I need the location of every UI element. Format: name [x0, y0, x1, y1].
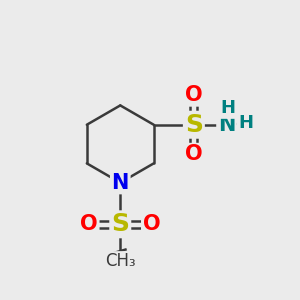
Text: O: O [185, 145, 203, 164]
Text: O: O [185, 85, 203, 105]
Text: CH₃: CH₃ [105, 253, 136, 271]
Text: H: H [238, 114, 253, 132]
Text: S: S [185, 113, 203, 137]
Text: O: O [80, 214, 98, 234]
Text: S: S [111, 212, 129, 236]
Text: N: N [112, 173, 129, 193]
Text: N: N [218, 115, 235, 135]
Text: H: H [220, 99, 236, 117]
Text: O: O [143, 214, 160, 234]
